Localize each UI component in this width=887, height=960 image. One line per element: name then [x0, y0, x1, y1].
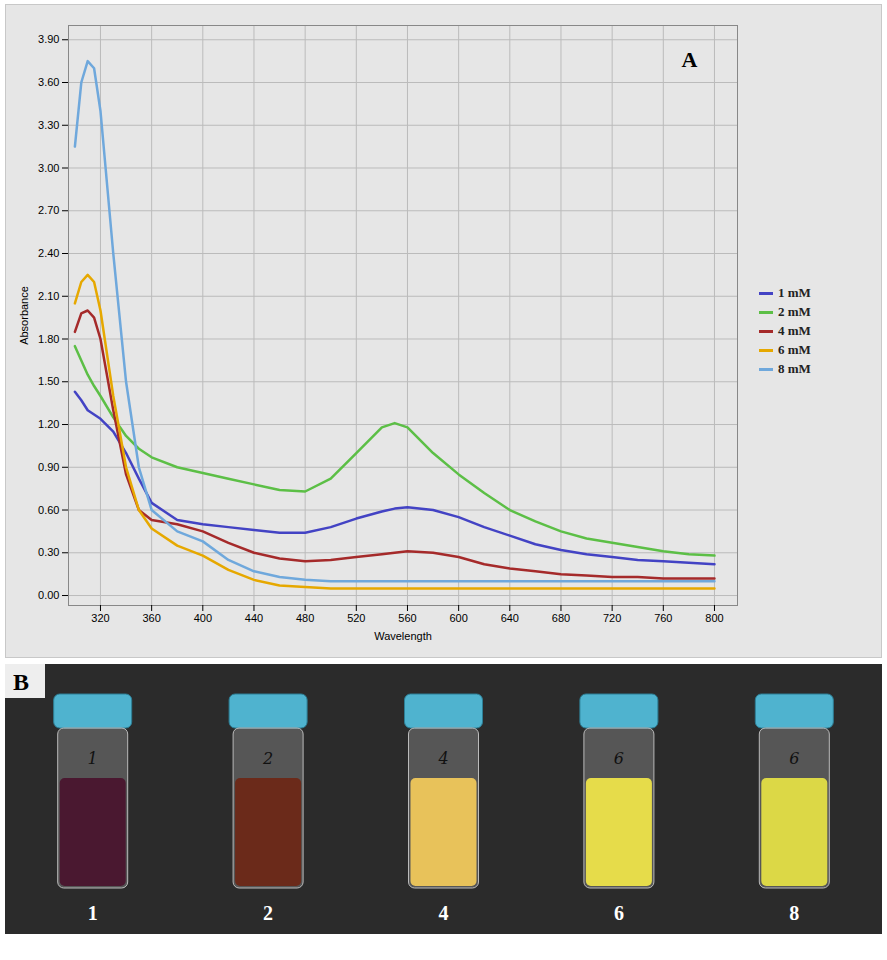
- svg-text:3.90: 3.90: [38, 33, 59, 45]
- svg-text:600: 600: [449, 612, 467, 624]
- svg-text:560: 560: [398, 612, 416, 624]
- svg-text:6: 6: [789, 749, 799, 768]
- svg-text:0.60: 0.60: [38, 504, 59, 516]
- svg-text:8: 8: [789, 902, 799, 924]
- svg-text:360: 360: [142, 612, 160, 624]
- html-text:1 mM: 1 mM: [778, 285, 811, 300]
- svg-text:1.80: 1.80: [38, 333, 59, 345]
- svg-text:Wavelength: Wavelength: [374, 630, 432, 642]
- svg-text:1.50: 1.50: [38, 375, 59, 387]
- svg-text:B: B: [13, 669, 29, 695]
- svg-text:400: 400: [194, 612, 212, 624]
- html-text:4 mM: 4 mM: [778, 323, 811, 338]
- svg-text:640: 640: [501, 612, 519, 624]
- svg-text:3.30: 3.30: [38, 119, 59, 131]
- svg-text:0.30: 0.30: [38, 546, 59, 558]
- svg-text:Absorbance: Absorbance: [18, 286, 30, 345]
- html-text:6 mM: 6 mM: [778, 342, 811, 357]
- svg-text:4: 4: [439, 902, 449, 924]
- svg-text:3.00: 3.00: [38, 162, 59, 174]
- svg-text:480: 480: [296, 612, 314, 624]
- svg-text:520: 520: [347, 612, 365, 624]
- html-text:8 mM: 8 mM: [778, 361, 811, 376]
- svg-text:1.20: 1.20: [38, 418, 59, 430]
- svg-text:4: 4: [437, 749, 448, 768]
- svg-text:2: 2: [262, 749, 273, 768]
- svg-text:3.60: 3.60: [38, 76, 59, 88]
- svg-text:1: 1: [88, 902, 98, 924]
- svg-text:760: 760: [654, 612, 672, 624]
- svg-text:680: 680: [552, 612, 570, 624]
- svg-text:6: 6: [614, 902, 624, 924]
- svg-text:2.70: 2.70: [38, 204, 59, 216]
- svg-text:A: A: [682, 47, 698, 72]
- svg-text:720: 720: [603, 612, 621, 624]
- svg-text:1: 1: [88, 749, 98, 768]
- svg-text:800: 800: [705, 612, 723, 624]
- svg-text:6: 6: [614, 749, 624, 768]
- svg-text:2.40: 2.40: [38, 247, 59, 259]
- svg-text:440: 440: [245, 612, 263, 624]
- svg-text:2.10: 2.10: [38, 290, 59, 302]
- svg-text:320: 320: [91, 612, 109, 624]
- svg-text:2: 2: [263, 902, 273, 924]
- html-text:2 mM: 2 mM: [778, 304, 811, 319]
- svg-text:0.00: 0.00: [38, 589, 59, 601]
- svg-text:0.90: 0.90: [38, 461, 59, 473]
